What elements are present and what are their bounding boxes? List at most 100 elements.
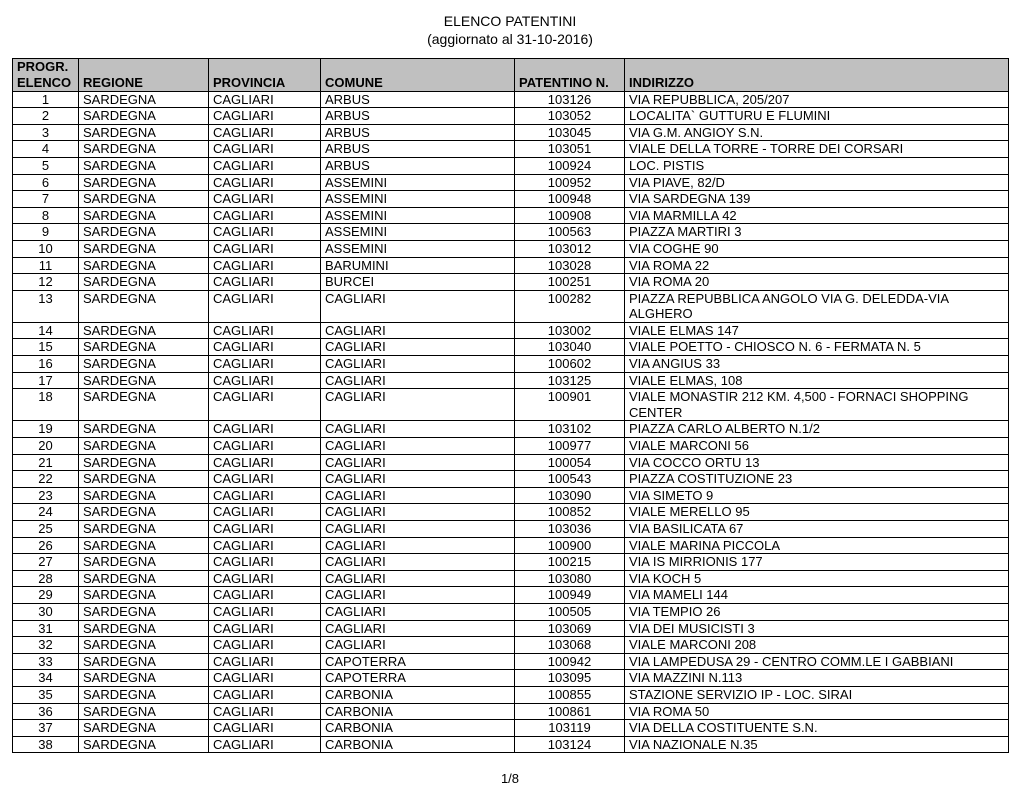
- cell-patentino: 103052: [515, 108, 625, 125]
- cell-regione: SARDEGNA: [79, 372, 209, 389]
- table-row: 2SARDEGNACAGLIARIARBUS103052LOCALITA` GU…: [13, 108, 1009, 125]
- cell-progr: 1: [13, 91, 79, 108]
- cell-regione: SARDEGNA: [79, 207, 209, 224]
- cell-indirizzo: VIA ROMA 50: [625, 703, 1009, 720]
- cell-provincia: CAGLIARI: [209, 240, 321, 257]
- cell-provincia: CAGLIARI: [209, 322, 321, 339]
- cell-provincia: CAGLIARI: [209, 207, 321, 224]
- cell-comune: CAGLIARI: [321, 554, 515, 571]
- cell-indirizzo: VIA DELLA COSTITUENTE S.N.: [625, 720, 1009, 737]
- cell-progr: 3: [13, 124, 79, 141]
- table-row: 6SARDEGNACAGLIARIASSEMINI100952VIA PIAVE…: [13, 174, 1009, 191]
- cell-progr: 6: [13, 174, 79, 191]
- cell-indirizzo: VIALE MARCONI 56: [625, 438, 1009, 455]
- cell-comune: CAGLIARI: [321, 521, 515, 538]
- cell-progr: 12: [13, 274, 79, 291]
- cell-regione: SARDEGNA: [79, 322, 209, 339]
- cell-regione: SARDEGNA: [79, 421, 209, 438]
- table-row: 27SARDEGNACAGLIARICAGLIARI100215VIA IS M…: [13, 554, 1009, 571]
- cell-patentino: 103126: [515, 91, 625, 108]
- cell-regione: SARDEGNA: [79, 686, 209, 703]
- table-row: 30SARDEGNACAGLIARICAGLIARI100505VIA TEMP…: [13, 603, 1009, 620]
- table-row: 26SARDEGNACAGLIARICAGLIARI100900VIALE MA…: [13, 537, 1009, 554]
- cell-provincia: CAGLIARI: [209, 290, 321, 322]
- cell-comune: CAGLIARI: [321, 290, 515, 322]
- table-row: 10SARDEGNACAGLIARIASSEMINI103012VIA COGH…: [13, 240, 1009, 257]
- cell-comune: CAGLIARI: [321, 471, 515, 488]
- title-block: ELENCO PATENTINI (aggiornato al 31-10-20…: [12, 12, 1008, 48]
- cell-patentino: 100948: [515, 191, 625, 208]
- cell-indirizzo: VIA KOCH 5: [625, 570, 1009, 587]
- cell-comune: CAPOTERRA: [321, 670, 515, 687]
- cell-comune: CAGLIARI: [321, 438, 515, 455]
- table-body: 1SARDEGNACAGLIARIARBUS103126VIA REPUBBLI…: [13, 91, 1009, 753]
- cell-patentino: 100942: [515, 653, 625, 670]
- cell-regione: SARDEGNA: [79, 157, 209, 174]
- cell-comune: CARBONIA: [321, 703, 515, 720]
- table-row: 9SARDEGNACAGLIARIASSEMINI100563PIAZZA MA…: [13, 224, 1009, 241]
- cell-progr: 5: [13, 157, 79, 174]
- table-row: 23SARDEGNACAGLIARICAGLIARI103090VIA SIME…: [13, 487, 1009, 504]
- data-table: PROGR. ELENCO REGIONE PROVINCIA COMUNE P…: [12, 58, 1009, 753]
- cell-indirizzo: VIA SARDEGNA 139: [625, 191, 1009, 208]
- cell-patentino: 100215: [515, 554, 625, 571]
- cell-comune: BARUMINI: [321, 257, 515, 274]
- cell-provincia: CAGLIARI: [209, 421, 321, 438]
- cell-indirizzo: VIALE MARCONI 208: [625, 637, 1009, 654]
- cell-progr: 30: [13, 603, 79, 620]
- cell-regione: SARDEGNA: [79, 736, 209, 753]
- cell-indirizzo: PIAZZA CARLO ALBERTO N.1/2: [625, 421, 1009, 438]
- cell-provincia: CAGLIARI: [209, 570, 321, 587]
- cell-comune: CARBONIA: [321, 736, 515, 753]
- cell-patentino: 103095: [515, 670, 625, 687]
- cell-provincia: CAGLIARI: [209, 124, 321, 141]
- cell-comune: CAGLIARI: [321, 570, 515, 587]
- cell-progr: 20: [13, 438, 79, 455]
- cell-regione: SARDEGNA: [79, 620, 209, 637]
- cell-provincia: CAGLIARI: [209, 703, 321, 720]
- cell-patentino: 103125: [515, 372, 625, 389]
- cell-patentino: 103119: [515, 720, 625, 737]
- cell-indirizzo: VIALE POETTO - CHIOSCO N. 6 - FERMATA N.…: [625, 339, 1009, 356]
- cell-comune: CARBONIA: [321, 720, 515, 737]
- cell-comune: ASSEMINI: [321, 191, 515, 208]
- cell-provincia: CAGLIARI: [209, 191, 321, 208]
- cell-provincia: CAGLIARI: [209, 454, 321, 471]
- table-row: 22SARDEGNACAGLIARICAGLIARI100543PIAZZA C…: [13, 471, 1009, 488]
- table-row: 13SARDEGNACAGLIARICAGLIARI100282PIAZZA R…: [13, 290, 1009, 322]
- cell-provincia: CAGLIARI: [209, 620, 321, 637]
- table-row: 24SARDEGNACAGLIARICAGLIARI100852VIALE ME…: [13, 504, 1009, 521]
- cell-progr: 29: [13, 587, 79, 604]
- table-row: 36SARDEGNACAGLIARICARBONIA100861VIA ROMA…: [13, 703, 1009, 720]
- cell-indirizzo: VIA ANGIUS 33: [625, 356, 1009, 373]
- cell-comune: CAGLIARI: [321, 372, 515, 389]
- cell-comune: ASSEMINI: [321, 224, 515, 241]
- cell-progr: 18: [13, 389, 79, 421]
- cell-comune: BURCEI: [321, 274, 515, 291]
- cell-regione: SARDEGNA: [79, 603, 209, 620]
- col-header-comune: COMUNE: [321, 59, 515, 91]
- table-row: 21SARDEGNACAGLIARICAGLIARI100054VIA COCC…: [13, 454, 1009, 471]
- cell-indirizzo: VIA COCCO ORTU 13: [625, 454, 1009, 471]
- cell-patentino: 103040: [515, 339, 625, 356]
- cell-indirizzo: VIALE DELLA TORRE - TORRE DEI CORSARI: [625, 141, 1009, 158]
- cell-patentino: 100852: [515, 504, 625, 521]
- page-footer: 1/8: [12, 771, 1008, 786]
- cell-provincia: CAGLIARI: [209, 224, 321, 241]
- cell-progr: 32: [13, 637, 79, 654]
- cell-progr: 2: [13, 108, 79, 125]
- cell-patentino: 100282: [515, 290, 625, 322]
- cell-comune: CAGLIARI: [321, 537, 515, 554]
- cell-patentino: 103124: [515, 736, 625, 753]
- cell-regione: SARDEGNA: [79, 339, 209, 356]
- cell-provincia: CAGLIARI: [209, 91, 321, 108]
- cell-provincia: CAGLIARI: [209, 356, 321, 373]
- cell-regione: SARDEGNA: [79, 587, 209, 604]
- cell-provincia: CAGLIARI: [209, 372, 321, 389]
- table-row: 11SARDEGNACAGLIARIBARUMINI103028VIA ROMA…: [13, 257, 1009, 274]
- cell-provincia: CAGLIARI: [209, 157, 321, 174]
- cell-indirizzo: VIA SIMETO 9: [625, 487, 1009, 504]
- cell-provincia: CAGLIARI: [209, 670, 321, 687]
- cell-progr: 38: [13, 736, 79, 753]
- cell-comune: CAGLIARI: [321, 620, 515, 637]
